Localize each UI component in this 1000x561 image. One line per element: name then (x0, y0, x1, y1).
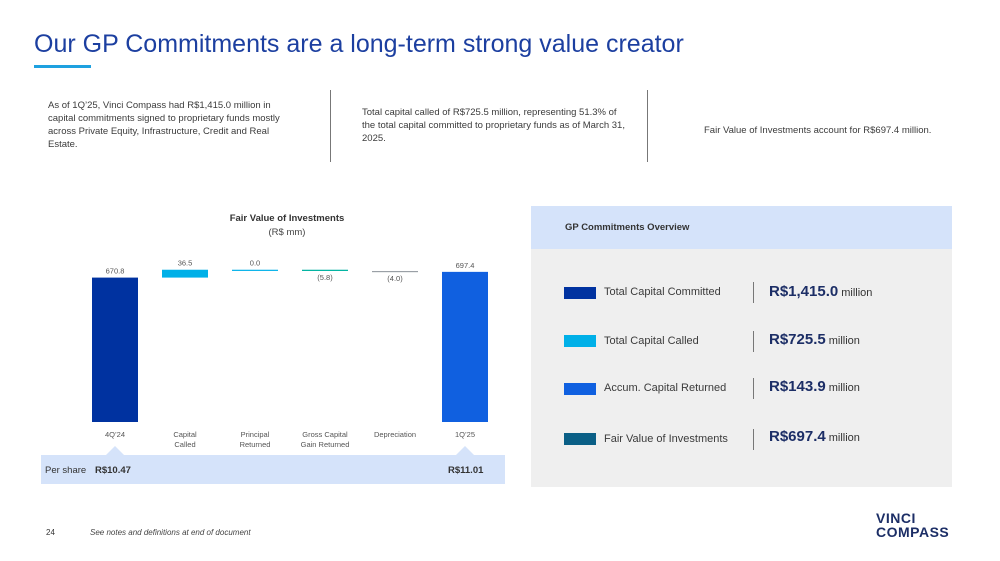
legend-swatch-called (564, 335, 596, 347)
legend-divider (753, 282, 754, 303)
chart-title: Fair Value of Investments (229, 213, 345, 224)
intro-capital-called-text: Total capital called of R$725.5 million,… (362, 107, 625, 144)
per-share-pointer (106, 446, 124, 455)
category-label-5: 1Q’25 (455, 430, 475, 439)
legend-divider (753, 378, 754, 399)
legend-divider (753, 331, 754, 352)
category-label-1: Called (174, 440, 195, 449)
intro-divider-2 (647, 90, 648, 162)
legend-value-fair-value: R$697.4 million (769, 428, 860, 445)
bar-1 (162, 269, 208, 278)
overview-panel (531, 206, 952, 487)
page-title: Our GP Commitments are a long-term stron… (34, 30, 684, 58)
data-label-0: 670.8 (106, 267, 125, 276)
bar-3 (302, 269, 348, 271)
category-label-2: Principal (241, 430, 270, 439)
legend-swatch-committed (564, 287, 596, 299)
data-label-4: (4.0) (387, 274, 403, 283)
legend-label-returned: Accum. Capital Returned (604, 382, 727, 394)
category-label-2: Returned (240, 440, 271, 449)
footnote: See notes and definitions at end of docu… (90, 528, 251, 537)
data-label-2: 0.0 (250, 259, 260, 268)
bar-4 (372, 270, 418, 273)
category-label-3: Gross Capital (302, 430, 348, 439)
legend-swatch-returned (564, 383, 596, 395)
legend-value-committed: R$1,415.0 million (769, 283, 873, 300)
company-logo: VINCI COMPASS (876, 510, 950, 540)
legend-value-called: R$725.5 million (769, 331, 860, 348)
bar-2 (232, 269, 278, 271)
category-label-3: Gain Returned (301, 440, 350, 449)
overview-panel-header (531, 206, 952, 249)
legend-swatch-fair-value (564, 433, 596, 445)
overview-title: GP Commitments Overview (565, 222, 690, 233)
per-share-pointer (456, 446, 474, 455)
legend-value-returned: R$143.9 million (769, 378, 860, 395)
intro-fair-value-text: Fair Value of Investments account for R$… (704, 125, 932, 136)
data-label-5: 697.4 (456, 261, 475, 270)
bar-0 (92, 277, 138, 422)
intro-commitments-text: As of 1Q’25, Vinci Compass had R$1,415.0… (48, 100, 280, 150)
per-share-start-value: R$10.47 (95, 465, 131, 476)
chart-subtitle: (R$ mm) (268, 227, 306, 238)
legend-label-committed: Total Capital Committed (604, 286, 721, 298)
title-underline (34, 65, 91, 68)
legend-divider (753, 429, 754, 450)
legend-label-fair-value: Fair Value of Investments (604, 433, 728, 445)
intro-divider-1 (330, 90, 331, 162)
category-label-0: 4Q’24 (105, 430, 125, 439)
category-label-1: Capital (173, 430, 197, 439)
data-label-3: (5.8) (317, 273, 333, 282)
per-share-label: Per share (45, 465, 87, 476)
legend-label-called: Total Capital Called (604, 335, 699, 347)
data-label-1: 36.5 (178, 259, 193, 268)
bar-5 (442, 271, 488, 422)
per-share-band (41, 455, 505, 484)
category-label-4: Depreciation (374, 430, 416, 439)
per-share-end-value: R$11.01 (448, 465, 484, 476)
page-number: 24 (46, 528, 55, 537)
